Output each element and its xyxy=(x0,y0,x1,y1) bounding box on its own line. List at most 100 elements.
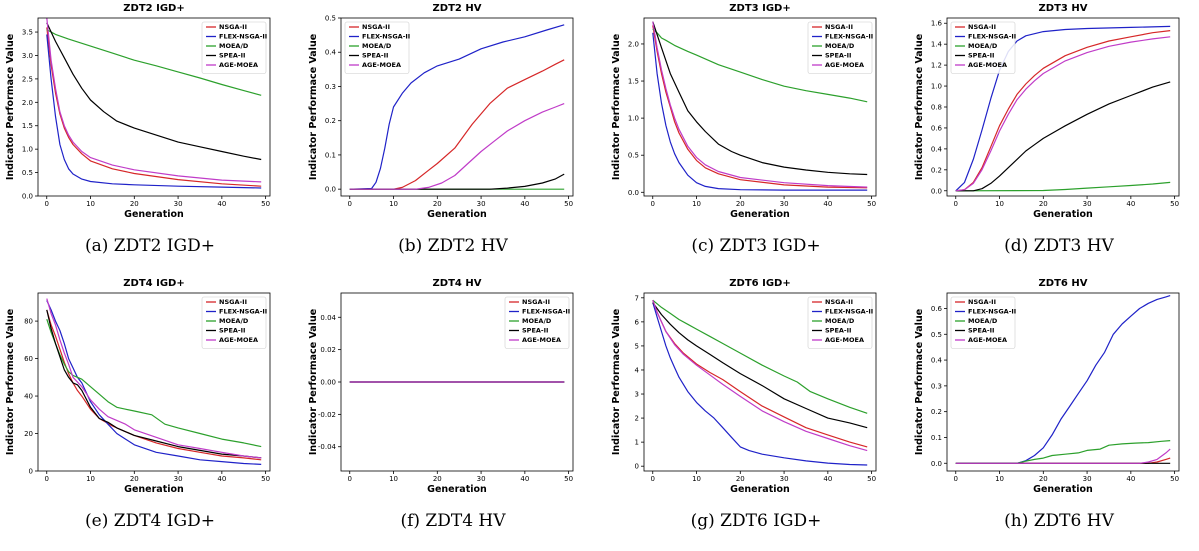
chart-svg: ZDT6 HV 0 10 20 30 40 50 0.0 0.1 0.2 0.3 0.4 0.5 0.6 G… xyxy=(914,278,1180,495)
x-tick-label: 40 xyxy=(217,200,226,208)
series-line-flex-nsga-ii xyxy=(349,24,565,190)
series-lines xyxy=(46,17,262,189)
x-axis-label: Generation xyxy=(427,484,487,495)
chart-svg: ZDT2 IGD+ 0 10 20 30 40 50 0.0 0.5 1.0 1.5 2.0 2.5 3.… xyxy=(5,3,271,220)
x-tick-label: 10 xyxy=(995,200,1004,208)
series-line-spea-ii xyxy=(955,81,1171,192)
chart-svg: ZDT3 IGD+ 0 10 20 30 40 50 0.0 0.5 1.0 1.5 2.0 Gener… xyxy=(611,3,877,220)
legend-label-nsga-ii: NSGA-II xyxy=(825,23,853,31)
y-tick-label: 0.2 xyxy=(931,408,942,416)
x-tick-label: 50 xyxy=(867,475,876,483)
x-tick-label: 30 xyxy=(1083,200,1092,208)
legend-label-spea-ii: SPEA-II xyxy=(825,52,851,60)
y-tick-label: -0.02 xyxy=(318,411,336,419)
legend-label-nsga-ii: NSGA-II xyxy=(219,298,247,306)
x-tick-label: 40 xyxy=(823,475,832,483)
series-lines xyxy=(955,295,1171,464)
y-tick-label: 1.5 xyxy=(22,122,33,130)
series-line-moea-d xyxy=(652,28,868,103)
y-tick-label: -0.04 xyxy=(318,443,337,451)
x-tick-label: 20 xyxy=(736,475,745,483)
y-tick-label: 0.00 xyxy=(320,379,336,387)
legend-label-age-moea: AGE-MOEA xyxy=(362,61,401,69)
legend-label-flex-nsga-ii: FLEX-NSGA-II xyxy=(825,33,873,41)
legend-label-flex-nsga-ii: FLEX-NSGA-II xyxy=(219,33,267,41)
legend-label-nsga-ii: NSGA-II xyxy=(522,298,550,306)
y-tick-label: 0.02 xyxy=(320,346,336,354)
legend-label-nsga-ii: NSGA-II xyxy=(968,23,996,31)
x-axis-label: Generation xyxy=(730,209,790,220)
plot-frame xyxy=(643,17,877,197)
y-tick-label: 20 xyxy=(24,430,33,438)
legend-label-moea-d: MOEA/D xyxy=(968,317,998,325)
y-tick-label: 40 xyxy=(24,393,33,401)
x-tick-label: 30 xyxy=(1083,475,1092,483)
figure-caption: (c) ZDT3 IGD+ xyxy=(691,236,821,256)
y-tick-label: 0.3 xyxy=(325,83,336,91)
legend-label-moea-d: MOEA/D xyxy=(825,317,855,325)
y-tick-label: 0.5 xyxy=(931,331,942,339)
y-tick-label: 0.5 xyxy=(628,152,639,160)
y-tick-label: 0.2 xyxy=(931,166,942,174)
x-tick-label: 0 xyxy=(45,475,49,483)
x-tick-label: 10 xyxy=(86,200,95,208)
y-tick-label: 0.4 xyxy=(931,357,943,365)
series-line-age-moea xyxy=(349,103,565,190)
chart-panel-zdt4-hv: ZDT4 HV 0 10 20 30 40 50 -0.04 -0.02 0.00 0.02 0.04… xyxy=(303,275,603,550)
y-axis-label: Indicator Performace Value xyxy=(5,34,16,180)
legend-box xyxy=(201,21,267,74)
legend-label-age-moea: AGE-MOEA xyxy=(219,336,258,344)
x-tick-label: 50 xyxy=(867,200,876,208)
chart-panel-zdt3-hv: ZDT3 HV 0 10 20 30 40 50 0.0 0.2 0.4 0.6 0.8 1.0 1.2 1… xyxy=(909,0,1199,275)
y-tick-label: 0.0 xyxy=(325,186,336,194)
y-tick-label: 0.8 xyxy=(931,104,942,112)
legend-label-spea-ii: SPEA-II xyxy=(219,327,245,335)
chart-panel-zdt6-igd: ZDT6 IGD+ 0 10 20 30 40 50 0 1 2 3 4 5 6 7 Generation In… xyxy=(606,275,906,550)
x-tick-label: 30 xyxy=(174,200,183,208)
x-tick-label: 10 xyxy=(692,475,701,483)
x-tick-label: 40 xyxy=(1126,200,1135,208)
series-line-flex-nsga-ii xyxy=(46,300,262,465)
series-lines xyxy=(652,21,868,191)
x-tick-label: 0 xyxy=(651,475,655,483)
series-line-flex-nsga-ii xyxy=(46,34,262,189)
y-tick-label: 0.2 xyxy=(325,117,336,125)
series-lines xyxy=(652,299,868,466)
x-tick-label: 50 xyxy=(261,475,270,483)
y-tick-label: 0.1 xyxy=(325,151,336,159)
x-tick-label: 50 xyxy=(564,200,573,208)
legend-label-flex-nsga-ii: FLEX-NSGA-II xyxy=(968,33,1016,41)
legend-label-flex-nsga-ii: FLEX-NSGA-II xyxy=(219,308,267,316)
x-tick-label: 20 xyxy=(433,475,442,483)
x-tick-label: 0 xyxy=(954,200,958,208)
figure-caption: (h) ZDT6 HV xyxy=(1004,511,1114,531)
y-tick-label: 0.4 xyxy=(325,49,337,57)
x-tick-label: 0 xyxy=(954,475,958,483)
legend-box xyxy=(807,21,873,74)
legend-box xyxy=(950,21,1016,74)
series-line-flex-nsga-ii xyxy=(652,302,868,466)
y-tick-label: 5 xyxy=(635,342,639,350)
x-tick-label: 40 xyxy=(217,475,226,483)
x-tick-label: 40 xyxy=(520,475,529,483)
legend-box xyxy=(201,296,267,349)
legend-label-nsga-ii: NSGA-II xyxy=(362,23,390,31)
y-tick-label: 2.0 xyxy=(628,40,639,48)
y-tick-label: 0.0 xyxy=(931,460,942,468)
legend-label-flex-nsga-ii: FLEX-NSGA-II xyxy=(825,308,873,316)
x-tick-label: 50 xyxy=(1170,475,1179,483)
series-line-nsga-ii xyxy=(955,457,1171,464)
x-axis-label: Generation xyxy=(427,209,487,220)
y-tick-label: 6 xyxy=(635,318,640,326)
y-tick-label: 1.6 xyxy=(931,20,943,28)
chart-title: ZDT3 IGD+ xyxy=(729,3,790,14)
series-line-flex-nsga-ii xyxy=(652,32,868,191)
legend-label-flex-nsga-ii: FLEX-NSGA-II xyxy=(968,308,1016,316)
y-axis-label: Indicator Performace Value xyxy=(308,309,319,455)
series-lines xyxy=(349,24,565,190)
x-tick-label: 20 xyxy=(1039,475,1048,483)
series-line-age-moea xyxy=(46,298,262,459)
